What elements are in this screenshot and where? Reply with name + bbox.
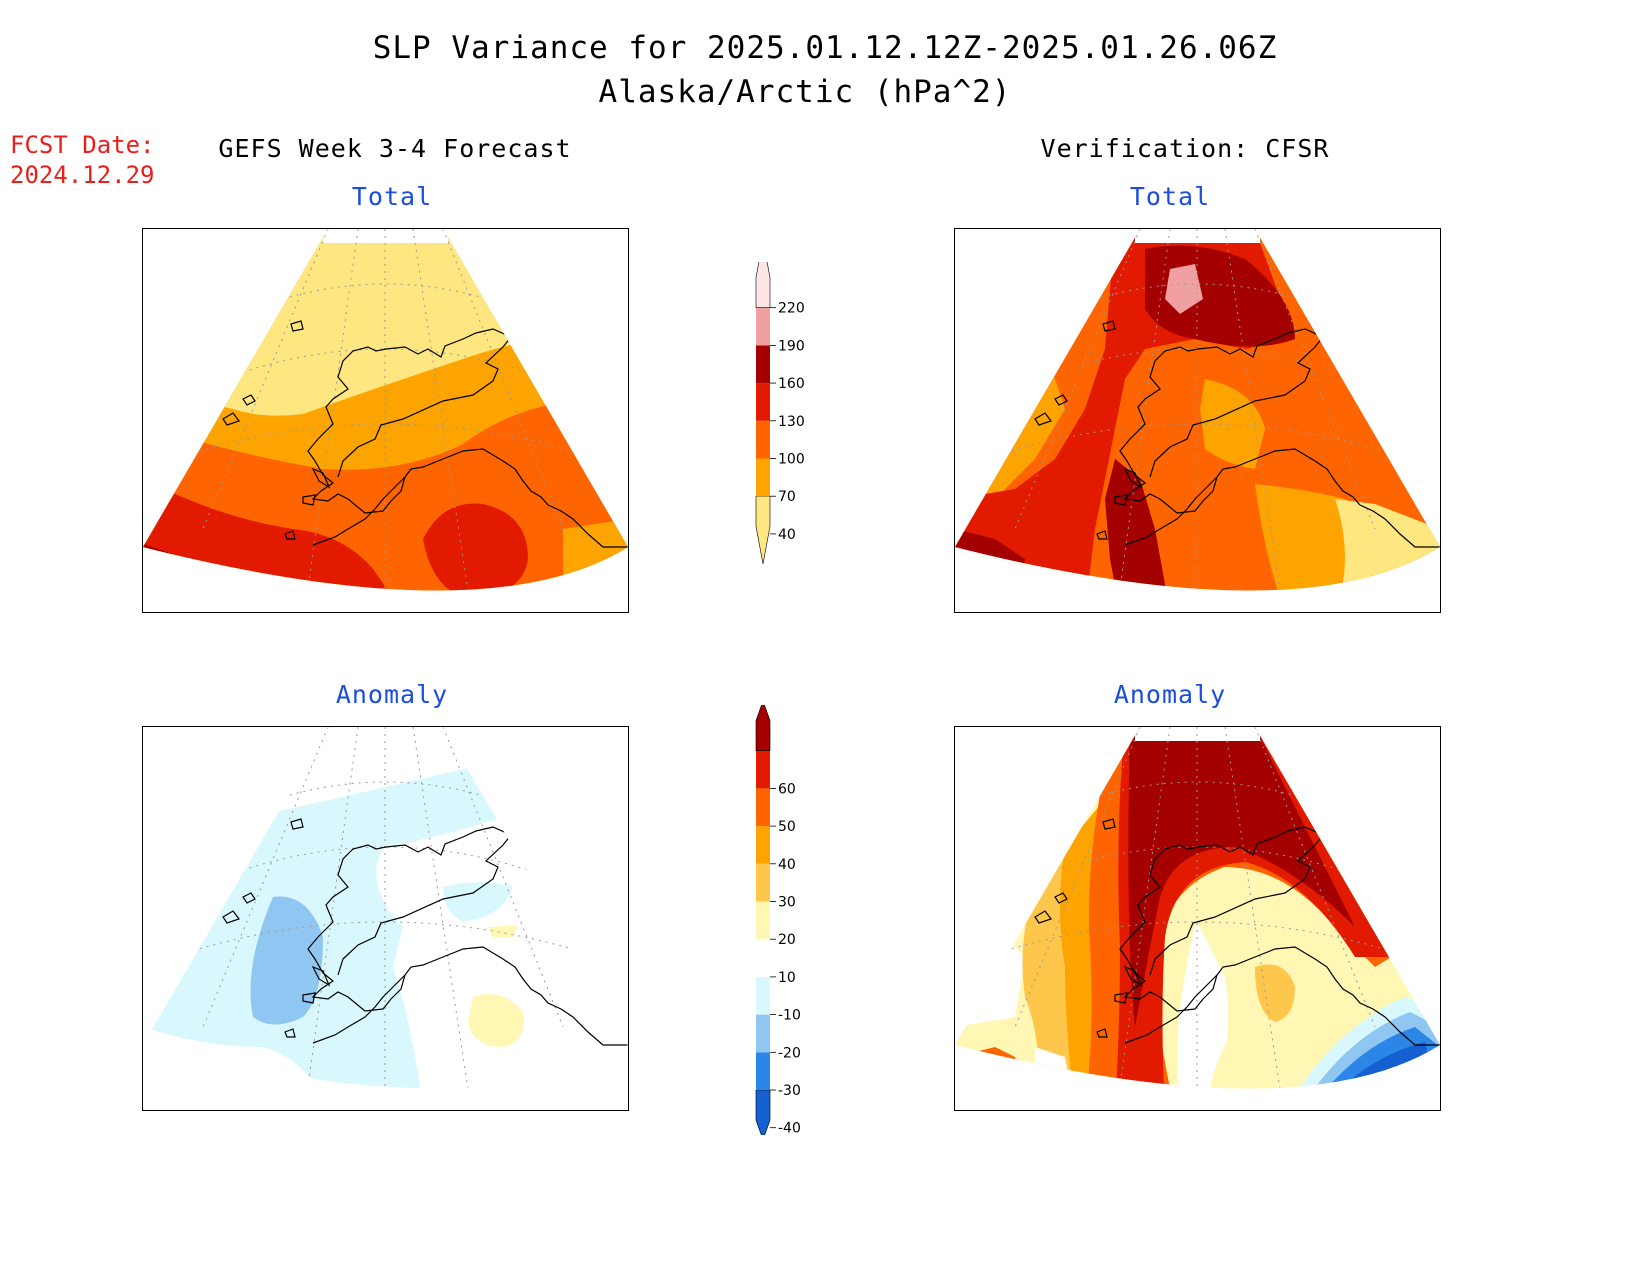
- fcst-date-value: 2024.12.29: [10, 161, 155, 189]
- colorbar-swatch: [756, 788, 770, 827]
- colorbar-swatch: [756, 1052, 770, 1090]
- colorbar-tick-label: -10: [778, 1008, 801, 1024]
- colorbar-swatch: [756, 901, 770, 940]
- forecast-anomaly-map: [142, 726, 629, 1111]
- forecast-column-heading: GEFS Week 3-4 Forecast: [218, 134, 572, 163]
- colorbar-swatch: [756, 307, 770, 346]
- colorbar-tick-label: 70: [778, 489, 796, 505]
- verification-anomaly-map: [954, 726, 1441, 1111]
- colorbar-tick-label: 20: [778, 932, 796, 948]
- colorbar-tick-label: -20: [778, 1045, 801, 1061]
- forecast-total-map: [142, 228, 629, 613]
- colorbar-swatch: [756, 458, 770, 497]
- colorbar-swatch: [756, 863, 770, 902]
- verification-total-label: Total: [1129, 182, 1211, 211]
- colorbar-tick-label: 10: [778, 970, 796, 986]
- chart-subtitle: Alaska/Arctic (hPa^2): [598, 74, 1012, 110]
- colorbar-tick-label: 30: [778, 895, 796, 911]
- colorbar-swatch: [756, 345, 770, 384]
- fcst-date-block: FCST Date: 2024.12.29: [10, 130, 155, 190]
- colorbar-tick-label: 40: [778, 857, 796, 873]
- colorbar-tick-label: 60: [778, 781, 796, 797]
- colorbar-swatch: [755, 705, 771, 751]
- colorbar-tick-label: -30: [778, 1083, 801, 1099]
- verification-total-map: [954, 228, 1441, 613]
- anomaly-colorbar: -40 -30 -20 -10 10 20 30 40 50 60: [755, 705, 801, 1135]
- colorbar-swatch: [756, 383, 770, 421]
- forecast-total-label: Total: [351, 182, 433, 211]
- colorbar-tick-label: 190: [778, 338, 805, 354]
- fcst-date-label: FCST Date:: [10, 131, 155, 159]
- colorbar-tick-label: 40: [778, 527, 796, 543]
- chart-title: SLP Variance for 2025.01.12.12Z-2025.01.…: [372, 30, 1278, 66]
- colorbar-swatch: [756, 420, 770, 459]
- colorbar-tick-label: 220: [778, 301, 805, 317]
- colorbar-swatch: [755, 495, 771, 564]
- forecast-anomaly-label: Anomaly: [335, 680, 449, 709]
- verification-column-heading: Verification: CFSR: [1040, 134, 1330, 163]
- total-colorbar: 40 70 100 130 160 190 220: [755, 262, 805, 564]
- colorbar-swatch: [755, 1089, 771, 1135]
- colorbar-swatch: [756, 939, 770, 977]
- verification-anomaly-label: Anomaly: [1113, 680, 1227, 709]
- colorbar-tick-label: 50: [778, 819, 796, 835]
- colorbar-swatch: [756, 826, 770, 864]
- colorbar-swatch: [755, 262, 771, 308]
- colorbar-tick-label: 100: [778, 452, 805, 468]
- colorbar-swatch: [756, 976, 770, 1015]
- colorbar-swatch: [756, 750, 770, 789]
- colorbar-tick-label: 160: [778, 376, 805, 392]
- colorbar-tick-label: -40: [778, 1121, 801, 1135]
- colorbar-swatch: [756, 1014, 770, 1053]
- colorbar-tick-label: 130: [778, 414, 805, 430]
